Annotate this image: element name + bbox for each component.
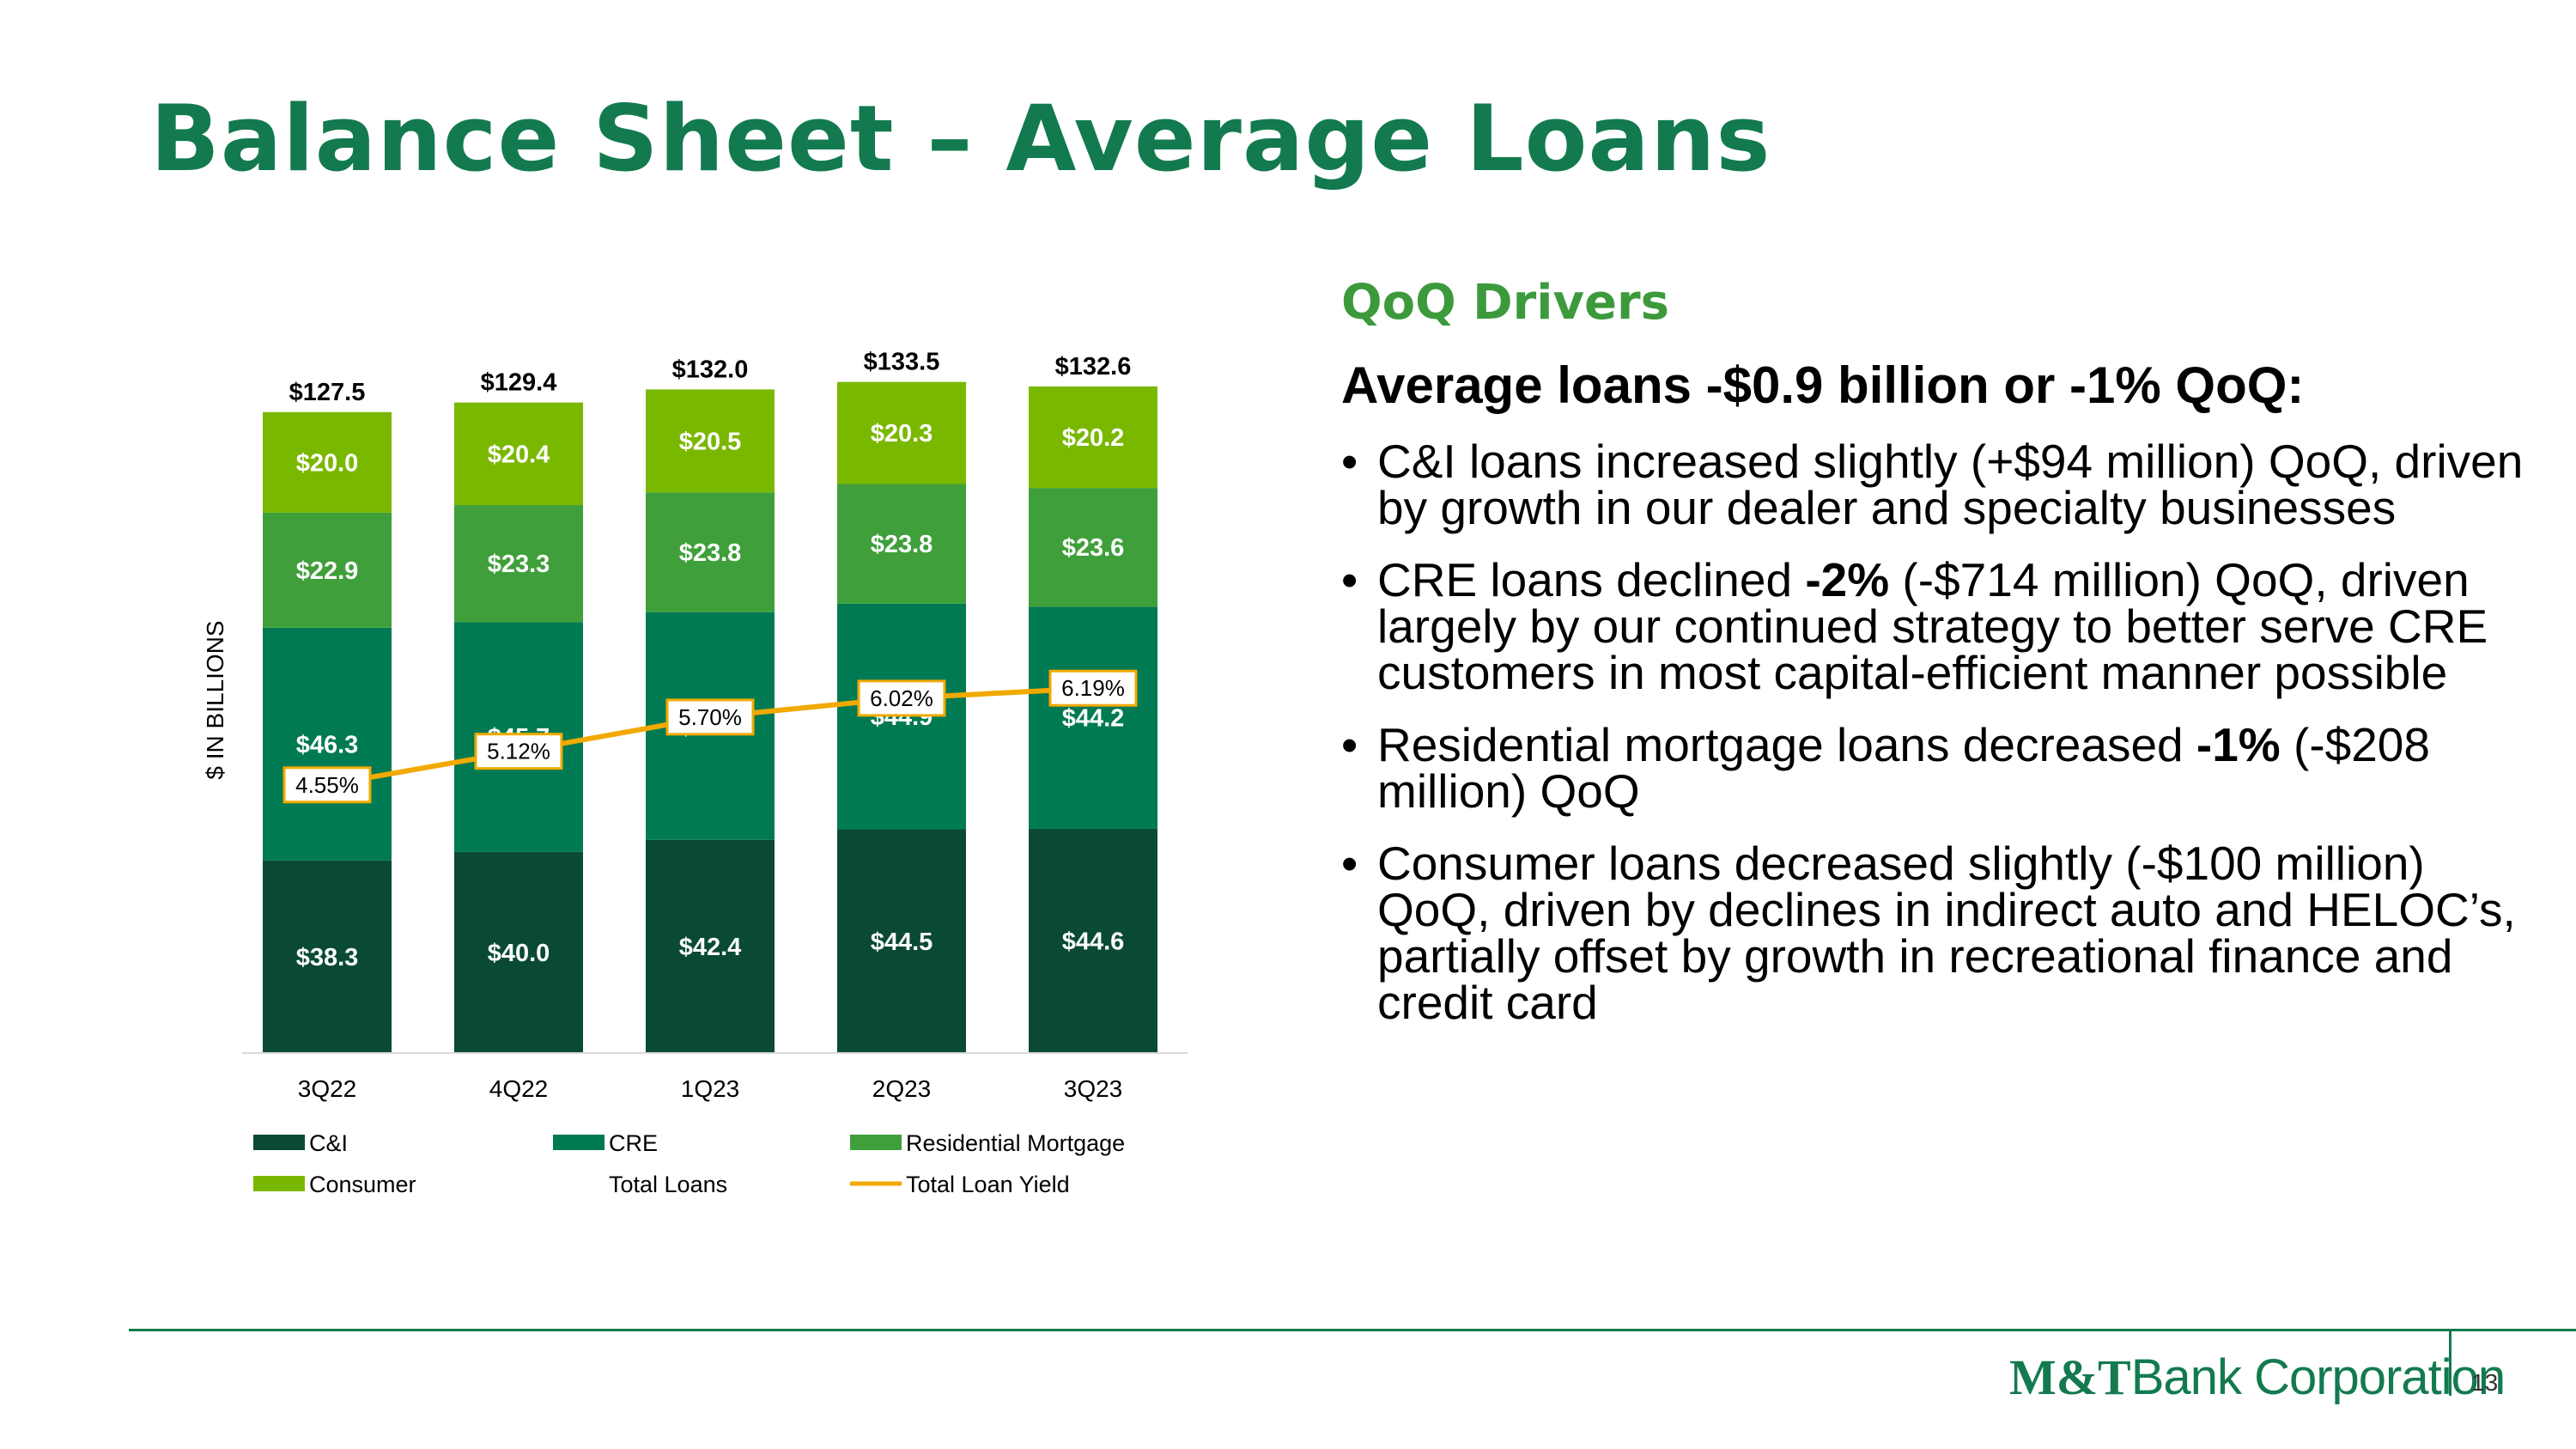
bar-consumer-3q23 (1029, 386, 1157, 489)
total-loans-label: $127.5 (289, 379, 366, 406)
total-loans-label: $132.0 (672, 356, 749, 383)
legend-swatch-cre (553, 1135, 605, 1150)
bar-consumer-4q22 (454, 402, 583, 506)
legend-swatch-consumer (253, 1176, 305, 1191)
bar-value-label: $44.5 (871, 928, 933, 956)
legend-label-total-loans: Total Loans (609, 1172, 727, 1197)
bar-consumer-3q22 (263, 411, 392, 513)
total-loans-label: $129.4 (481, 369, 557, 397)
drivers-heading: QoQ Drivers (1341, 275, 1669, 331)
bar-value-label: $23.8 (679, 539, 742, 567)
company-logo: M&TBank Corporation (2009, 1349, 2506, 1405)
page-number: 13 (2471, 1369, 2499, 1396)
bar-value-label: $20.2 (1062, 424, 1125, 452)
bar-value-label: $23.8 (871, 531, 933, 558)
bar-c-i-2q23 (837, 829, 966, 1053)
legend-label-residential-mortgage: Residential Mortgage (906, 1130, 1125, 1156)
bar-cre-3q22 (263, 627, 392, 861)
bar-consumer-1q23 (646, 389, 775, 493)
bar-value-label: $23.6 (1062, 534, 1125, 562)
yield-label-box (665, 698, 755, 736)
yield-value-label: 6.02% (870, 685, 933, 711)
x-axis-tick-label: 3Q22 (298, 1075, 357, 1102)
bar-consumer-2q23 (837, 381, 966, 484)
bullet-residential: • Residential mortgage loans decreased -1… (1341, 718, 2430, 818)
bullet-consumer: • Consumer loans decreased slightly (-$10… (1341, 837, 2516, 1029)
x-axis-tick-label: 2Q23 (872, 1075, 932, 1102)
bar-residential-mortgage-3q23 (1029, 488, 1157, 607)
yield-label-box (283, 766, 372, 804)
bar-value-label: $20.4 (488, 441, 550, 468)
bullet-dot: • (1341, 837, 1358, 890)
bar-c-i-4q22 (454, 851, 583, 1053)
slide-title: Balance Sheet – Average Loans (150, 86, 1771, 192)
total-loans-label: $132.6 (1055, 353, 1132, 381)
bar-value-label: $46.3 (296, 731, 359, 758)
bar-residential-mortgage-2q23 (837, 484, 966, 604)
bar-residential-mortgage-4q22 (454, 505, 583, 623)
bar-value-label: $38.3 (296, 944, 359, 971)
bar-cre-3q23 (1029, 606, 1157, 829)
bar-value-label: $20.3 (871, 420, 933, 447)
x-axis-tick-label: 3Q23 (1064, 1075, 1123, 1102)
footer-divider (129, 1329, 2576, 1331)
yield-label-box (1048, 669, 1138, 707)
bar-c-i-3q22 (263, 860, 392, 1053)
bar-c-i-1q23 (646, 839, 775, 1053)
legend-label-cre: CRE (609, 1130, 658, 1156)
legend-swatch-residential-mortgage (850, 1135, 902, 1150)
x-axis-tick-label: 1Q23 (681, 1075, 740, 1102)
legend-swatch-c-i (253, 1135, 305, 1150)
yield-label-box (857, 679, 946, 717)
x-axis-tick-label: 4Q22 (489, 1075, 549, 1102)
drivers-bullet-list: • C&I loans increased slightly (+$94 mill… (1341, 438, 2543, 1051)
bar-value-label: $20.5 (679, 428, 742, 455)
bullet-dot: • (1341, 435, 1358, 488)
loans-stacked-bar-chart: $ IN BILLIONS $38.3 $46.3 $22.9 $20.0 $127.5 3… (202, 349, 1188, 1197)
bar-c-i-3q23 (1029, 828, 1157, 1053)
yield-value-label: 5.70% (678, 704, 742, 730)
legend-label-c-i: C&I (309, 1130, 348, 1156)
drivers-summary: Average loans -$0.9 billion or -1% QoQ: (1341, 356, 2305, 414)
y-axis-label: $ IN BILLIONS (202, 620, 228, 779)
bullet-ci: • C&I loans increased slightly (+$94 mill… (1341, 435, 2524, 534)
logo-divider (2449, 1331, 2451, 1396)
bar-value-label: $42.4 (679, 934, 742, 961)
legend-label-total-loan-yield: Total Loan Yield (906, 1172, 1070, 1197)
yield-value-label: 5.12% (487, 739, 550, 764)
bullet-dot: • (1341, 718, 1358, 771)
yield-value-label: 6.19% (1061, 675, 1125, 701)
bar-value-label: $23.3 (488, 551, 550, 578)
bullet-cre: • CRE loans declined -2% (-$714 million) … (1341, 553, 2488, 699)
bar-value-label: $20.0 (296, 449, 359, 477)
yield-label-box (474, 733, 563, 770)
legend-label-consumer: Consumer (309, 1172, 416, 1197)
bar-value-label: $44.6 (1062, 928, 1125, 955)
bar-residential-mortgage-1q23 (646, 492, 775, 612)
yield-value-label: 4.55% (295, 772, 359, 798)
bar-value-label: $22.9 (296, 557, 359, 585)
bar-value-label: $40.0 (488, 940, 550, 967)
bullet-dot: • (1341, 553, 1358, 606)
bar-residential-mortgage-3q22 (263, 512, 392, 628)
total-loans-label: $133.5 (864, 349, 940, 376)
bar-value-label: $44.2 (1062, 705, 1125, 733)
